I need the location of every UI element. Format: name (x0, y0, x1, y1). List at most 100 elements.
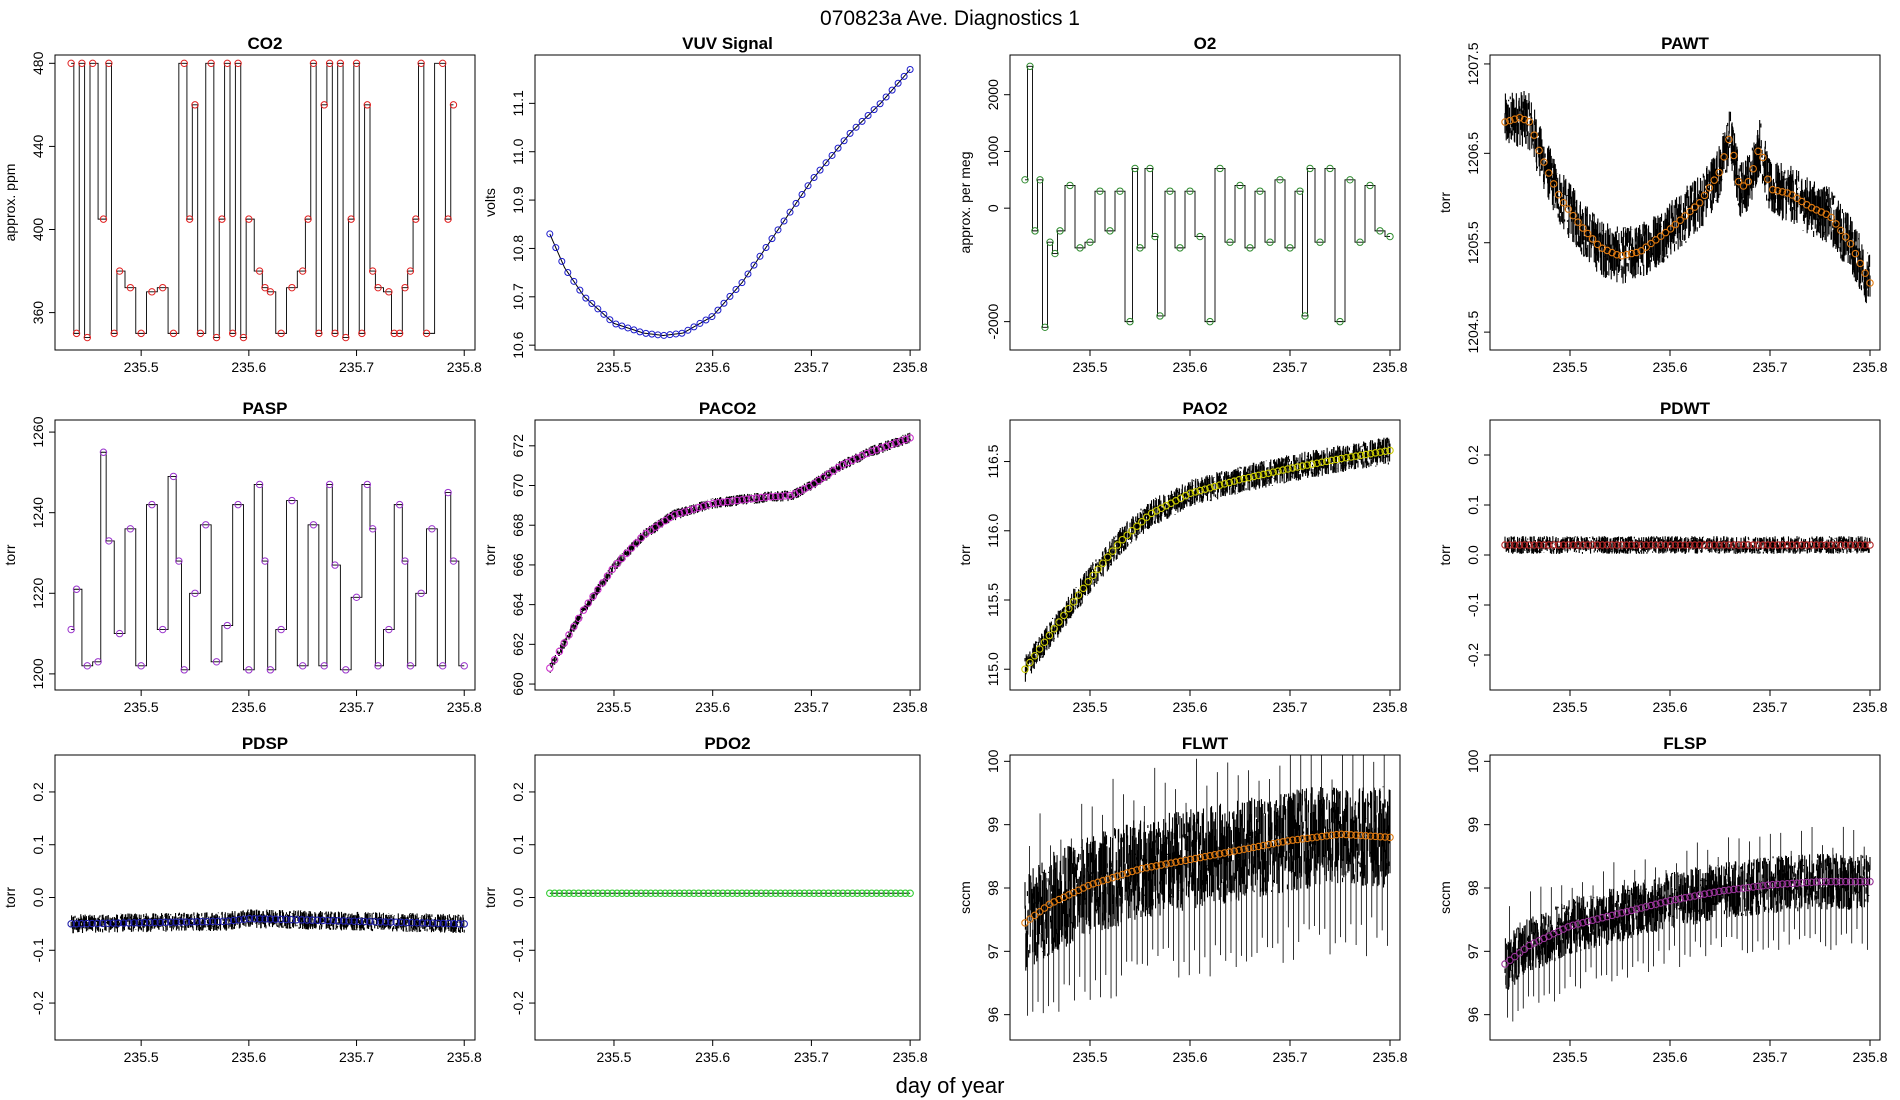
plot-area (1021, 62, 1394, 332)
data-point (1506, 116, 1514, 125)
data-point (560, 889, 568, 898)
data-point (208, 917, 217, 926)
data-point (320, 101, 328, 109)
y-tick-label: 440 (30, 135, 46, 159)
y-tick-label: 99 (985, 817, 1001, 833)
data-point (1656, 899, 1665, 907)
data-point (151, 918, 159, 927)
plot-area (1021, 755, 1394, 1016)
data-point (1196, 853, 1204, 862)
data-point (1588, 541, 1597, 549)
data-point (1739, 884, 1748, 892)
data-point (1613, 910, 1621, 918)
data-point (1096, 187, 1104, 195)
data-point (714, 889, 722, 898)
data-point (690, 889, 698, 898)
data-point (1773, 880, 1782, 889)
data-point (1230, 847, 1239, 855)
data-point (1128, 526, 1136, 535)
data-point (1269, 839, 1277, 848)
data-point (191, 101, 199, 109)
data-point (579, 889, 588, 898)
panel-title: FLWT (1182, 734, 1229, 753)
data-point (1040, 638, 1049, 647)
data-point (828, 151, 836, 159)
data-point (1506, 541, 1514, 549)
data-point (848, 456, 857, 465)
data-point (1361, 450, 1370, 459)
data-point (1186, 187, 1194, 195)
data-point (99, 215, 108, 223)
data-point (570, 889, 578, 898)
data-point (1041, 323, 1049, 332)
y-tick-label: -0.2 (30, 991, 46, 1015)
data-point (1608, 541, 1616, 549)
data-point (1293, 463, 1302, 471)
data-point (1236, 181, 1244, 190)
data-point (1540, 541, 1548, 549)
data-point (363, 101, 372, 109)
data-point (1138, 517, 1146, 526)
y-tick-label: 0.2 (510, 782, 526, 802)
data-point (110, 329, 118, 338)
data-point (819, 889, 828, 898)
data-point (1147, 863, 1156, 871)
data-point (882, 93, 890, 101)
data-point (867, 447, 876, 456)
data-point (245, 914, 254, 923)
data-point (345, 917, 353, 925)
data-point (1138, 864, 1146, 873)
data-point (203, 917, 212, 926)
data-point (228, 329, 237, 338)
data-point (576, 286, 584, 294)
data-point (1695, 541, 1704, 549)
data-point (824, 889, 833, 898)
data-point (434, 919, 442, 927)
data-point (738, 496, 746, 504)
data-point (834, 889, 842, 898)
data-point (891, 439, 900, 447)
data-point (1686, 893, 1694, 901)
data-point (1720, 886, 1728, 895)
data-point (72, 585, 81, 593)
data-point (1817, 877, 1826, 886)
data-point (853, 454, 862, 462)
x-tick-label: 235.6 (1652, 1049, 1687, 1065)
y-tick-label: 0 (985, 204, 1001, 212)
data-point (1167, 859, 1175, 867)
data-point (105, 537, 113, 545)
data-point (1123, 869, 1131, 877)
data-point (250, 915, 259, 923)
data-point (795, 889, 804, 898)
data-point (613, 559, 621, 568)
data-point (1196, 486, 1204, 495)
data-point (564, 269, 572, 277)
data-point (598, 889, 607, 898)
data-point (1593, 240, 1602, 249)
data-point (646, 889, 655, 898)
data-point (358, 329, 366, 338)
data-point (1652, 900, 1660, 908)
data-point (406, 267, 415, 275)
x-tick-label: 235.7 (1752, 699, 1787, 715)
data-point (1807, 541, 1816, 549)
x-tick-label: 235.6 (1172, 699, 1207, 715)
data-point (1656, 232, 1665, 240)
data-point (224, 917, 233, 925)
panel-pdsp: PDSP torr 235.5 235.6 235.7 235.8 -0.2 -0.1 0.0 0… (2, 734, 482, 1065)
data-point (906, 434, 914, 442)
data-point (594, 305, 602, 313)
data-point (768, 235, 776, 243)
plot-frame (534, 54, 921, 351)
data-point (1778, 541, 1787, 549)
data-point (858, 117, 866, 125)
data-point (1357, 831, 1365, 840)
data-point (401, 283, 409, 292)
panel-title: PAWT (1661, 34, 1709, 53)
x-tick-label: 235.5 (124, 359, 159, 375)
data-point (331, 561, 339, 569)
plot-area (67, 448, 468, 674)
data-point (680, 889, 689, 898)
y-tick-label: 11.0 (510, 138, 526, 164)
data-point (1337, 830, 1346, 839)
